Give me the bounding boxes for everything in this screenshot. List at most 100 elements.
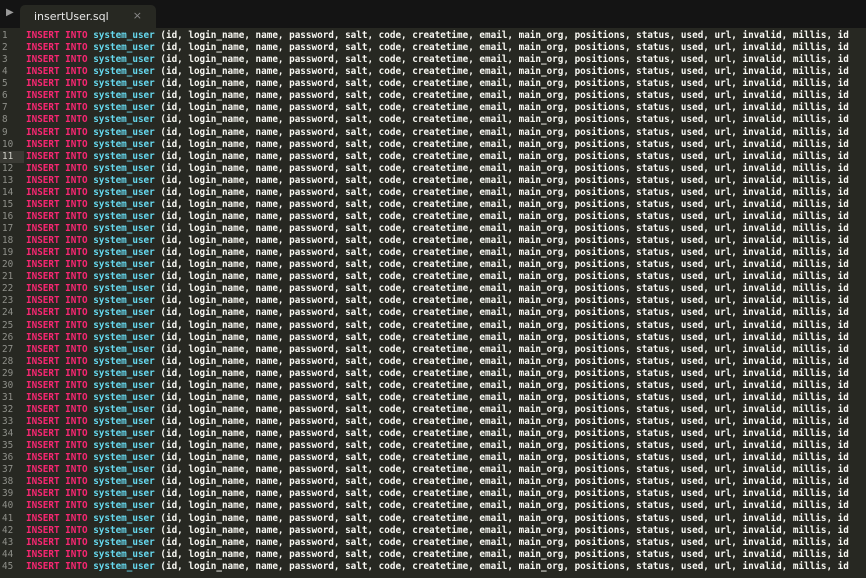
code: INSERT INTO system_user (id, login_name,… — [26, 525, 849, 537]
column-list: (id, login_name, name, password, salt, c… — [160, 524, 849, 536]
code: INSERT INTO system_user (id, login_name,… — [26, 332, 849, 344]
column-list: (id, login_name, name, password, salt, c… — [160, 476, 849, 488]
line-number: 8 — [2, 114, 8, 126]
line-number: 13 — [2, 174, 14, 186]
column-list: (id, login_name, name, password, salt, c… — [160, 138, 849, 150]
table-name: system_user — [93, 54, 155, 66]
table-name: system_user — [93, 138, 155, 150]
line-number: 4 — [2, 66, 8, 78]
column-list: (id, login_name, name, password, salt, c… — [160, 283, 849, 295]
line-number: 30 — [2, 379, 14, 391]
column-list: (id, login_name, name, password, salt, c… — [160, 295, 849, 307]
line-number: 12 — [2, 162, 14, 174]
line-number: 21 — [2, 271, 14, 283]
line-number: 40 — [2, 500, 14, 512]
column-list: (id, login_name, name, password, salt, c… — [160, 150, 849, 162]
table-name: system_user — [93, 379, 155, 391]
sql-keyword: INSERT INTO — [26, 500, 88, 512]
sql-keyword: INSERT INTO — [26, 331, 88, 343]
tab[interactable]: insertUser.sql × — [20, 5, 156, 28]
table-name: system_user — [93, 174, 155, 186]
line-number: 10 — [2, 138, 14, 150]
table-name: system_user — [93, 403, 155, 415]
column-list: (id, login_name, name, password, salt, c… — [160, 512, 849, 524]
sidebar-toggle[interactable]: ▶ — [6, 7, 14, 18]
line-number: 19 — [2, 247, 14, 259]
code: INSERT INTO system_user (id, login_name,… — [26, 464, 849, 476]
code: INSERT INTO system_user (id, login_name,… — [26, 127, 849, 139]
sql-keyword: INSERT INTO — [26, 319, 88, 331]
code-line: 14 INSERT INTO system_user (id, login_nam… — [0, 187, 866, 199]
sql-keyword: INSERT INTO — [26, 259, 88, 271]
code-line: 9 INSERT INTO system_user (id, login_name… — [0, 127, 866, 139]
code-line: 35 INSERT INTO system_user (id, login_nam… — [0, 440, 866, 452]
table-name: system_user — [93, 548, 155, 560]
column-list: (id, login_name, name, password, salt, c… — [160, 210, 849, 222]
column-list: (id, login_name, name, password, salt, c… — [160, 259, 849, 271]
table-name: system_user — [93, 440, 155, 452]
line-number: 29 — [2, 367, 14, 379]
sql-keyword: INSERT INTO — [26, 90, 88, 102]
column-list: (id, login_name, name, password, salt, c… — [160, 66, 849, 78]
tab-close[interactable]: × — [132, 9, 142, 22]
code-line: 15 INSERT INTO system_user (id, login_nam… — [0, 199, 866, 211]
code-line: 25 INSERT INTO system_user (id, login_nam… — [0, 320, 866, 332]
column-list: (id, login_name, name, password, salt, c… — [160, 271, 849, 283]
sql-keyword: INSERT INTO — [26, 343, 88, 355]
table-name: system_user — [93, 283, 155, 295]
code-line: 26 INSERT INTO system_user (id, login_nam… — [0, 332, 866, 344]
sql-keyword: INSERT INTO — [26, 560, 88, 572]
code: INSERT INTO system_user (id, login_name,… — [26, 500, 849, 512]
code: INSERT INTO system_user (id, login_name,… — [26, 247, 849, 259]
table-name: system_user — [93, 307, 155, 319]
column-list: (id, login_name, name, password, salt, c… — [160, 452, 849, 464]
sql-keyword: INSERT INTO — [26, 235, 88, 247]
table-name: system_user — [93, 114, 155, 126]
code: INSERT INTO system_user (id, login_name,… — [26, 163, 849, 175]
sql-keyword: INSERT INTO — [26, 283, 88, 295]
table-name: system_user — [93, 198, 155, 210]
code: INSERT INTO system_user (id, login_name,… — [26, 368, 849, 380]
code: INSERT INTO system_user (id, login_name,… — [26, 488, 849, 500]
column-list: (id, login_name, name, password, salt, c… — [160, 174, 849, 186]
sql-keyword: INSERT INTO — [26, 198, 88, 210]
column-list: (id, login_name, name, password, salt, c… — [160, 319, 849, 331]
line-number: 45 — [2, 560, 14, 572]
code-line: 43 INSERT INTO system_user (id, login_nam… — [0, 537, 866, 549]
sql-keyword: INSERT INTO — [26, 536, 88, 548]
table-name: system_user — [93, 524, 155, 536]
code-line: 24 INSERT INTO system_user (id, login_nam… — [0, 307, 866, 319]
line-number: 31 — [2, 391, 14, 403]
line-number: 9 — [2, 126, 8, 138]
code-line: 31 INSERT INTO system_user (id, login_nam… — [0, 392, 866, 404]
line-number: 24 — [2, 307, 14, 319]
code: INSERT INTO system_user (id, login_name,… — [26, 271, 849, 283]
line-number: 44 — [2, 548, 14, 560]
code: INSERT INTO system_user (id, login_name,… — [26, 452, 849, 464]
code: INSERT INTO system_user (id, login_name,… — [26, 440, 849, 452]
table-name: system_user — [93, 319, 155, 331]
sql-keyword: INSERT INTO — [26, 452, 88, 464]
table-name: system_user — [93, 391, 155, 403]
code-line: 2 INSERT INTO system_user (id, login_name… — [0, 42, 866, 54]
code-line: 4 INSERT INTO system_user (id, login_name… — [0, 66, 866, 78]
code: INSERT INTO system_user (id, login_name,… — [26, 513, 849, 525]
line-number: 2 — [2, 42, 8, 54]
table-name: system_user — [93, 42, 155, 54]
code: INSERT INTO system_user (id, login_name,… — [26, 428, 849, 440]
column-list: (id, login_name, name, password, salt, c… — [160, 235, 849, 247]
column-list: (id, login_name, name, password, salt, c… — [160, 391, 849, 403]
code-line: 10 INSERT INTO system_user (id, login_nam… — [0, 139, 866, 151]
line-number: 22 — [2, 283, 14, 295]
code: INSERT INTO system_user (id, login_name,… — [26, 54, 849, 66]
table-name: system_user — [93, 271, 155, 283]
table-name: system_user — [93, 247, 155, 259]
code: INSERT INTO system_user (id, login_name,… — [26, 211, 849, 223]
table-name: system_user — [93, 428, 155, 440]
tab-title: insertUser.sql — [34, 10, 109, 23]
sql-keyword: INSERT INTO — [26, 114, 88, 126]
column-list: (id, login_name, name, password, salt, c… — [160, 343, 849, 355]
column-list: (id, login_name, name, password, salt, c… — [160, 416, 849, 427]
column-list: (id, login_name, name, password, salt, c… — [160, 223, 849, 234]
column-list: (id, login_name, name, password, salt, c… — [160, 186, 849, 198]
